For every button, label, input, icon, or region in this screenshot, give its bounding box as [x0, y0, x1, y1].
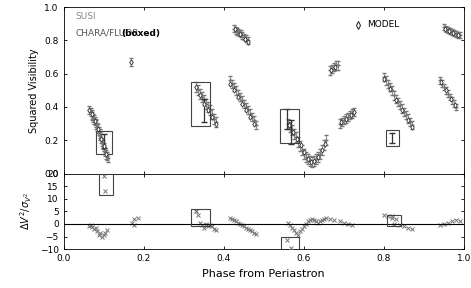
Y-axis label: $\Delta V^2 / \sigma_{V^2}$: $\Delta V^2 / \sigma_{V^2}$ — [18, 192, 34, 230]
Bar — [281, 236, 299, 250]
Bar — [99, 171, 113, 195]
Text: MODEL: MODEL — [367, 20, 399, 29]
Bar — [280, 109, 299, 143]
Bar — [97, 131, 112, 154]
Text: (boxed): (boxed) — [122, 29, 161, 38]
Text: SUSI: SUSI — [75, 12, 96, 21]
Bar — [387, 215, 401, 226]
Bar — [386, 130, 399, 146]
Bar — [191, 209, 210, 226]
Y-axis label: Squared Visibility: Squared Visibility — [29, 48, 39, 133]
Text: CHARA/FLUOR: CHARA/FLUOR — [75, 29, 139, 38]
Bar — [191, 82, 210, 126]
X-axis label: Phase from Periastron: Phase from Periastron — [203, 268, 325, 278]
